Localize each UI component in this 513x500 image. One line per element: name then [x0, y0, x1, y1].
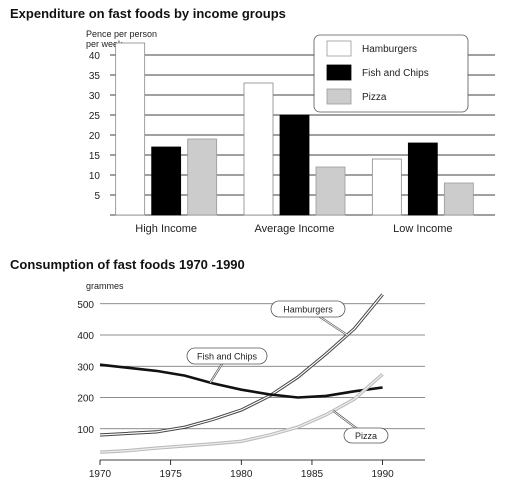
bar-chart-y-tick-label: 5	[94, 191, 100, 202]
callout-box-pizza	[343, 427, 389, 444]
bar-chart-y-tick-label: 20	[89, 131, 101, 142]
bar-chart-ylabel-line2: per week	[86, 39, 123, 49]
bar-chart-legend: Hamburgers Fish and Chips Pizza	[313, 34, 469, 113]
bar-chart: Expenditure on fast foods by income grou…	[10, 6, 495, 235]
line-chart-x-tick-label: 1975	[160, 469, 183, 480]
line-chart-gridlines	[100, 303, 425, 461]
legend-swatch-pizza	[326, 88, 352, 105]
line-chart-title: Consumption of fast foods 1970 -1990	[10, 257, 245, 272]
line-chart-x-tick-label: 1990	[371, 469, 394, 480]
category-label-high-income: High Income	[135, 223, 197, 235]
bar-chart-y-ticks: 5 10 15 20 25 30 35 40	[89, 51, 101, 202]
line-chart: Consumption of fast foods 1970 -1990 gra…	[10, 257, 425, 480]
bar-chart-category-labels: High Income Average Income Low Income	[135, 223, 452, 235]
bar-average-income-fish-and-chips	[279, 114, 310, 216]
bar-average-income-pizza	[315, 166, 346, 216]
line-chart-x-tick-label: 1985	[301, 469, 324, 480]
legend-box	[313, 34, 469, 113]
bar-high-income-hamburgers	[115, 42, 146, 216]
callout-label-fish-and-chips: Fish and Chips	[197, 352, 258, 362]
bar-chart-y-tick-label: 35	[89, 71, 101, 82]
callout-label-pizza: Pizza	[355, 431, 377, 441]
legend-label-hamburgers: Hamburgers	[362, 44, 417, 55]
bar-chart-y-tick-label: 25	[89, 111, 101, 122]
callout-box-hamburgers	[270, 300, 346, 318]
line-pizza	[99, 372, 384, 454]
line-chart-y-tick-label: 300	[77, 362, 94, 373]
line-chart-y-tick-label: 100	[77, 425, 94, 436]
line-chart-x-ticks: 1970 1975 1980 1985 1990	[89, 460, 394, 480]
legend-swatch-fish-and-chips	[326, 64, 352, 81]
bar-high-income-pizza	[187, 138, 218, 216]
bar-chart-bars	[115, 42, 474, 216]
bar-low-income-hamburgers	[371, 158, 402, 216]
callout-label-hamburgers: Hamburgers	[283, 305, 333, 315]
line-hamburgers-inner	[99, 294, 384, 436]
bar-chart-ylabel-line1: Pence per person	[86, 29, 157, 39]
line-chart-y-tick-label: 200	[77, 394, 94, 405]
line-chart-y-tick-label: 500	[77, 300, 94, 311]
category-label-low-income: Low Income	[393, 223, 452, 235]
line-chart-x-tick-label: 1970	[89, 469, 112, 480]
bar-chart-y-tick-label: 15	[89, 151, 101, 162]
bar-average-income-hamburgers	[243, 82, 274, 216]
bar-high-income-fish-and-chips	[151, 146, 182, 216]
bar-low-income-pizza	[443, 182, 474, 216]
line-pizza-inner	[99, 373, 383, 453]
legend-label-pizza: Pizza	[362, 92, 387, 103]
legend-label-fish-and-chips: Fish and Chips	[362, 68, 429, 79]
bar-chart-y-tick-label: 30	[89, 91, 101, 102]
legend-swatch-hamburgers	[326, 40, 352, 57]
line-chart-ylabel: grammes	[86, 281, 124, 291]
line-fish-and-chips	[99, 363, 383, 399]
bar-chart-title: Expenditure on fast foods by income grou…	[10, 6, 286, 21]
bar-low-income-fish-and-chips	[407, 142, 438, 216]
line-chart-y-tick-label: 400	[77, 331, 94, 342]
line-chart-series	[99, 293, 384, 454]
category-label-average-income: Average Income	[255, 223, 335, 235]
line-chart-y-ticks: 100 200 300 400 500	[77, 300, 94, 436]
bar-chart-y-tick-label: 10	[89, 171, 101, 182]
line-chart-x-tick-label: 1980	[230, 469, 253, 480]
line-chart-callouts: Hamburgers Fish and Chips Pizza	[186, 300, 389, 444]
bar-chart-y-tick-label: 40	[89, 51, 101, 62]
callout-box-fish-and-chips	[186, 347, 268, 365]
